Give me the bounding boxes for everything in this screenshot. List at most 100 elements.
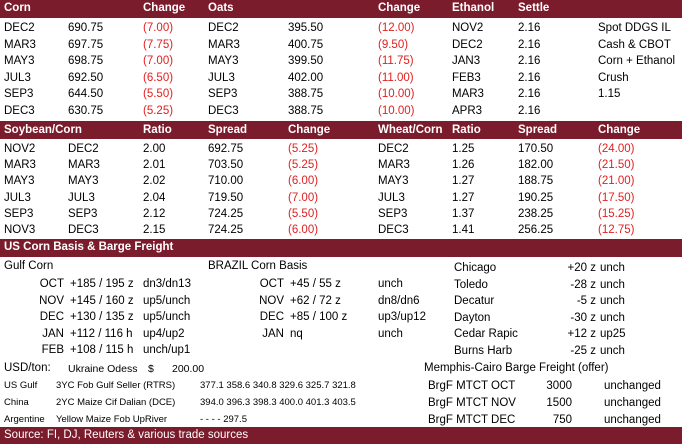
corn-price: 630.75 [68,105,104,117]
barge-contract: BrgF MTCT NOV [428,396,516,409]
gulf-change: up5/unch [143,294,191,307]
usd-label: USD/ton: [4,362,51,374]
corn-month: JUL3 [68,191,95,204]
city-change: unch [600,278,625,291]
basis-header-band [0,239,682,257]
soy-corn-ratio: 2.15 [143,224,166,236]
settle-header: Settle [518,2,550,14]
gulf-month: JAN [42,327,64,340]
wheat-corn-change: (12.75) [598,224,635,236]
wheat-corn-change: (17.50) [598,191,635,204]
ddgs-note: Spot DDGS IL [598,22,671,34]
oats-change: (10.00) [378,88,415,101]
wheat-corn-header: Wheat/Corn [378,124,443,136]
soy-corn-ratio: 2.02 [143,175,166,188]
wheat-month: DEC3 [378,224,409,236]
gulf-change: dn3/dn13 [143,278,191,290]
corn-month: MAR3 [4,38,36,51]
gulf-corn-label: Gulf Corn [4,260,54,272]
basis-title: US Corn Basis & Barge Freight [4,241,174,253]
soy-corn-change: (5.50) [288,207,319,220]
wheat-ratio-header: Ratio [452,124,481,136]
oats-month: SEP3 [208,88,238,101]
wheat-corn-spread: 256.25 [518,224,554,236]
ethanol-month: APR3 [452,105,483,117]
soy-month: JUL3 [4,191,31,204]
wheat-corn-ratio: 1.25 [452,143,475,155]
corn-month: JUL3 [4,71,31,84]
wheat-month: SEP3 [378,207,408,220]
soy-month: NOV2 [4,143,36,155]
origin-values: 394.0 396.3 398.3 400.0 401.3 403.5 [200,396,356,408]
brazil-basis: +85 / 100 z [290,311,348,323]
brazil-change: up3/up12 [378,311,426,323]
wheat-corn-ratio: 1.41 [452,224,475,236]
corn-change: (7.00) [143,22,174,34]
city-name: Dayton [454,311,491,324]
oats-price: 388.75 [288,88,324,101]
oats-month: JUL3 [208,71,235,84]
ratios-header-band [0,121,682,139]
soy-corn-spread: 724.25 [208,224,244,236]
corn-month: MAY3 [68,175,99,188]
corn-month: DEC2 [4,22,35,34]
gulf-basis: +108 / 115 h [70,344,134,356]
barge-change: unchanged [604,380,661,392]
wheat-corn-spread: 188.75 [518,175,554,188]
origin-name: China [4,396,29,408]
corn-change: (7.75) [143,38,174,51]
corn-change: (6.50) [143,71,174,84]
wheat-corn-spread: 182.00 [518,159,554,172]
soy-month: MAY3 [4,175,35,188]
corn-header: Corn [4,2,31,14]
wheat-corn-change: (24.00) [598,143,635,155]
wheat-month: JUL3 [378,191,405,204]
corn-month: MAY3 [4,55,35,68]
oats-month: DEC2 [208,22,239,34]
oats-change: (11.00) [378,71,414,84]
city-change: up25 [600,328,626,340]
barge-contract: BrgF MTCT OCT [428,380,516,392]
gulf-change: up5/unch [143,311,191,323]
city-name: Decatur [454,295,495,307]
city-basis: +20 z [567,262,596,274]
soy-corn-spread: 703.50 [208,159,244,172]
brazil-change: unch [378,327,403,340]
wheat-change-header: Change [598,124,641,136]
wheat-corn-spread: 238.25 [518,207,554,220]
soy-corn-change: (6.00) [288,175,319,188]
oats-price: 402.00 [288,71,324,84]
ddgs-note: Cash & CBOT [598,38,671,51]
gulf-month: DEC [39,311,64,323]
ethanol-header: Ethanol [452,2,495,14]
city-name: Chicago [454,262,497,274]
gulf-basis: +130 / 135 z [70,311,134,323]
corn-price: 697.75 [68,38,104,51]
brazil-change: dn8/dn6 [378,294,420,307]
odessa-label: Ukraine Odess [68,363,138,375]
wheat-month: MAR3 [378,159,410,172]
barge-title: Memphis-Cairo Barge Freight (offer) [424,362,609,374]
soy-month: SEP3 [4,207,34,220]
soy-corn-spread: 692.75 [208,143,244,155]
grains-header-band [0,0,682,18]
corn-month: DEC2 [68,143,99,155]
gulf-change: unch/up1 [143,344,191,356]
brazil-month: OCT [259,278,284,290]
soy-corn-spread: 719.50 [208,191,244,204]
ethanol-settle: 2.16 [518,88,541,101]
origin-desc: 3YC Fob Gulf Seller (RTRS) [56,380,176,391]
gulf-month: NOV [39,294,64,307]
ethanol-settle: 2.16 [518,55,541,68]
brazil-month: DEC [259,311,284,323]
wheat-corn-change: (21.00) [598,175,635,188]
ethanol-settle: 2.16 [518,105,541,117]
ddgs-note: Crush [598,71,629,84]
oats-change: (9.50) [378,38,409,51]
city-basis: -30 z [570,311,596,324]
ethanol-month: MAR3 [452,88,484,101]
corn-change: (7.00) [143,55,174,68]
soy-month: NOV3 [4,224,36,236]
oats-month: MAR3 [208,38,240,51]
city-name: Cedar Rapic [454,328,518,340]
